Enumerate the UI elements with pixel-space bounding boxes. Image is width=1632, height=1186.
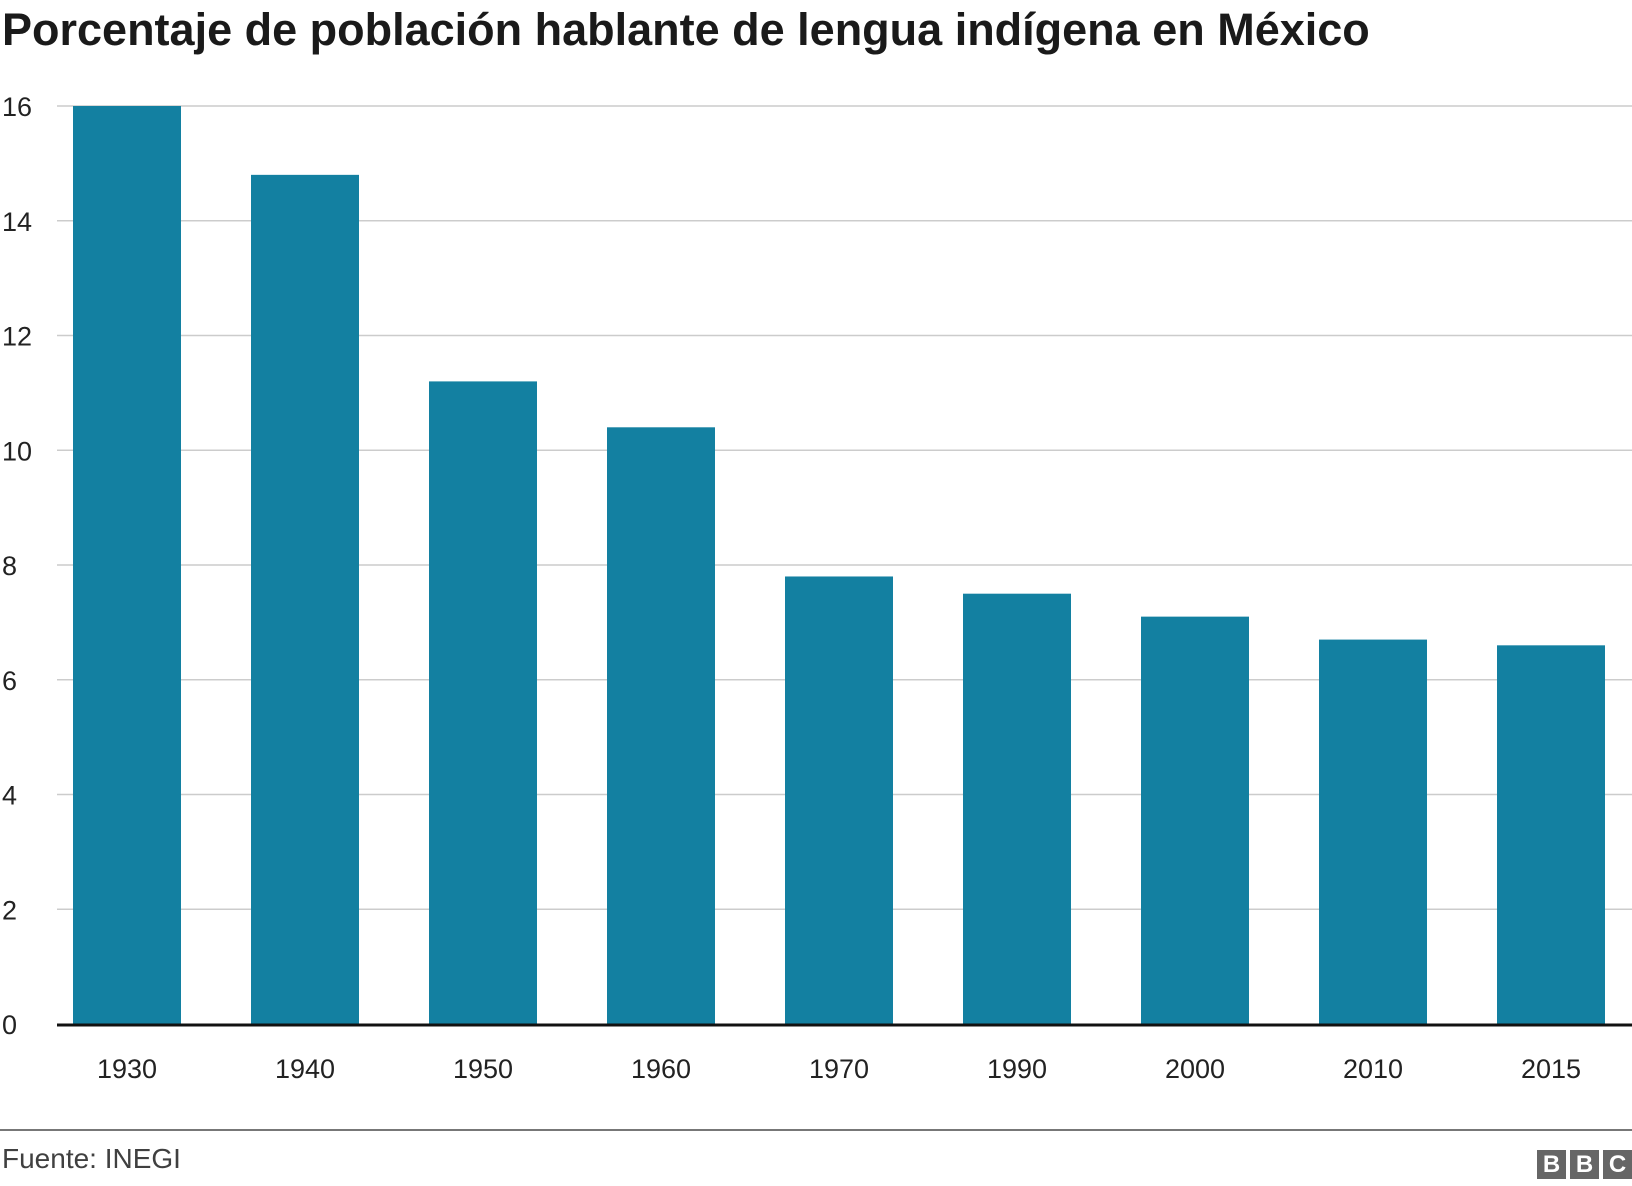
y-tick-label: 14 [2,207,32,237]
x-tick-label: 1940 [275,1054,335,1084]
bar-1970 [785,576,893,1024]
bar-1950 [429,381,537,1024]
y-tick-label: 4 [2,781,17,811]
footer-divider [0,1129,1632,1131]
logo-letter: B [1537,1150,1566,1179]
x-tick-label: 1950 [453,1054,513,1084]
x-tick-label: 1960 [631,1054,691,1084]
y-tick-label: 10 [2,436,32,466]
bar-chart: 0 2 4 6 8 10 12 14 16 1930 1940 1950 1960 1970 1990 200… [2,92,1632,1084]
y-tick-label: 6 [2,666,17,696]
source-note: Fuente: INEGI [2,1143,181,1174]
x-tick-label: 2010 [1343,1054,1403,1084]
bar-2000 [1141,616,1249,1024]
x-tick-label: 1970 [809,1054,869,1084]
bar-1940 [251,174,359,1025]
y-tick-label: 12 [2,322,32,352]
chart-title: Porcentaje de población hablante de leng… [2,4,1370,55]
logo-letter: C [1603,1150,1632,1179]
y-tick-label: 8 [2,551,17,581]
bar-1930 [73,106,181,1024]
x-tick-label: 2015 [1521,1054,1581,1084]
bar-1990 [963,593,1071,1024]
y-tick-label: 16 [2,92,32,122]
bar-2015 [1497,645,1605,1024]
y-tick-label: 2 [2,895,17,925]
x-tick-label: 1990 [987,1054,1047,1084]
bar-2010 [1319,639,1427,1024]
x-tick-label: 1930 [97,1054,157,1084]
x-tick-label: 2000 [1165,1054,1225,1084]
logo-letter: B [1570,1150,1599,1179]
bar-1960 [607,427,715,1024]
bbc-logo: B B C [1537,1150,1632,1179]
y-tick-label: 0 [2,1010,17,1040]
